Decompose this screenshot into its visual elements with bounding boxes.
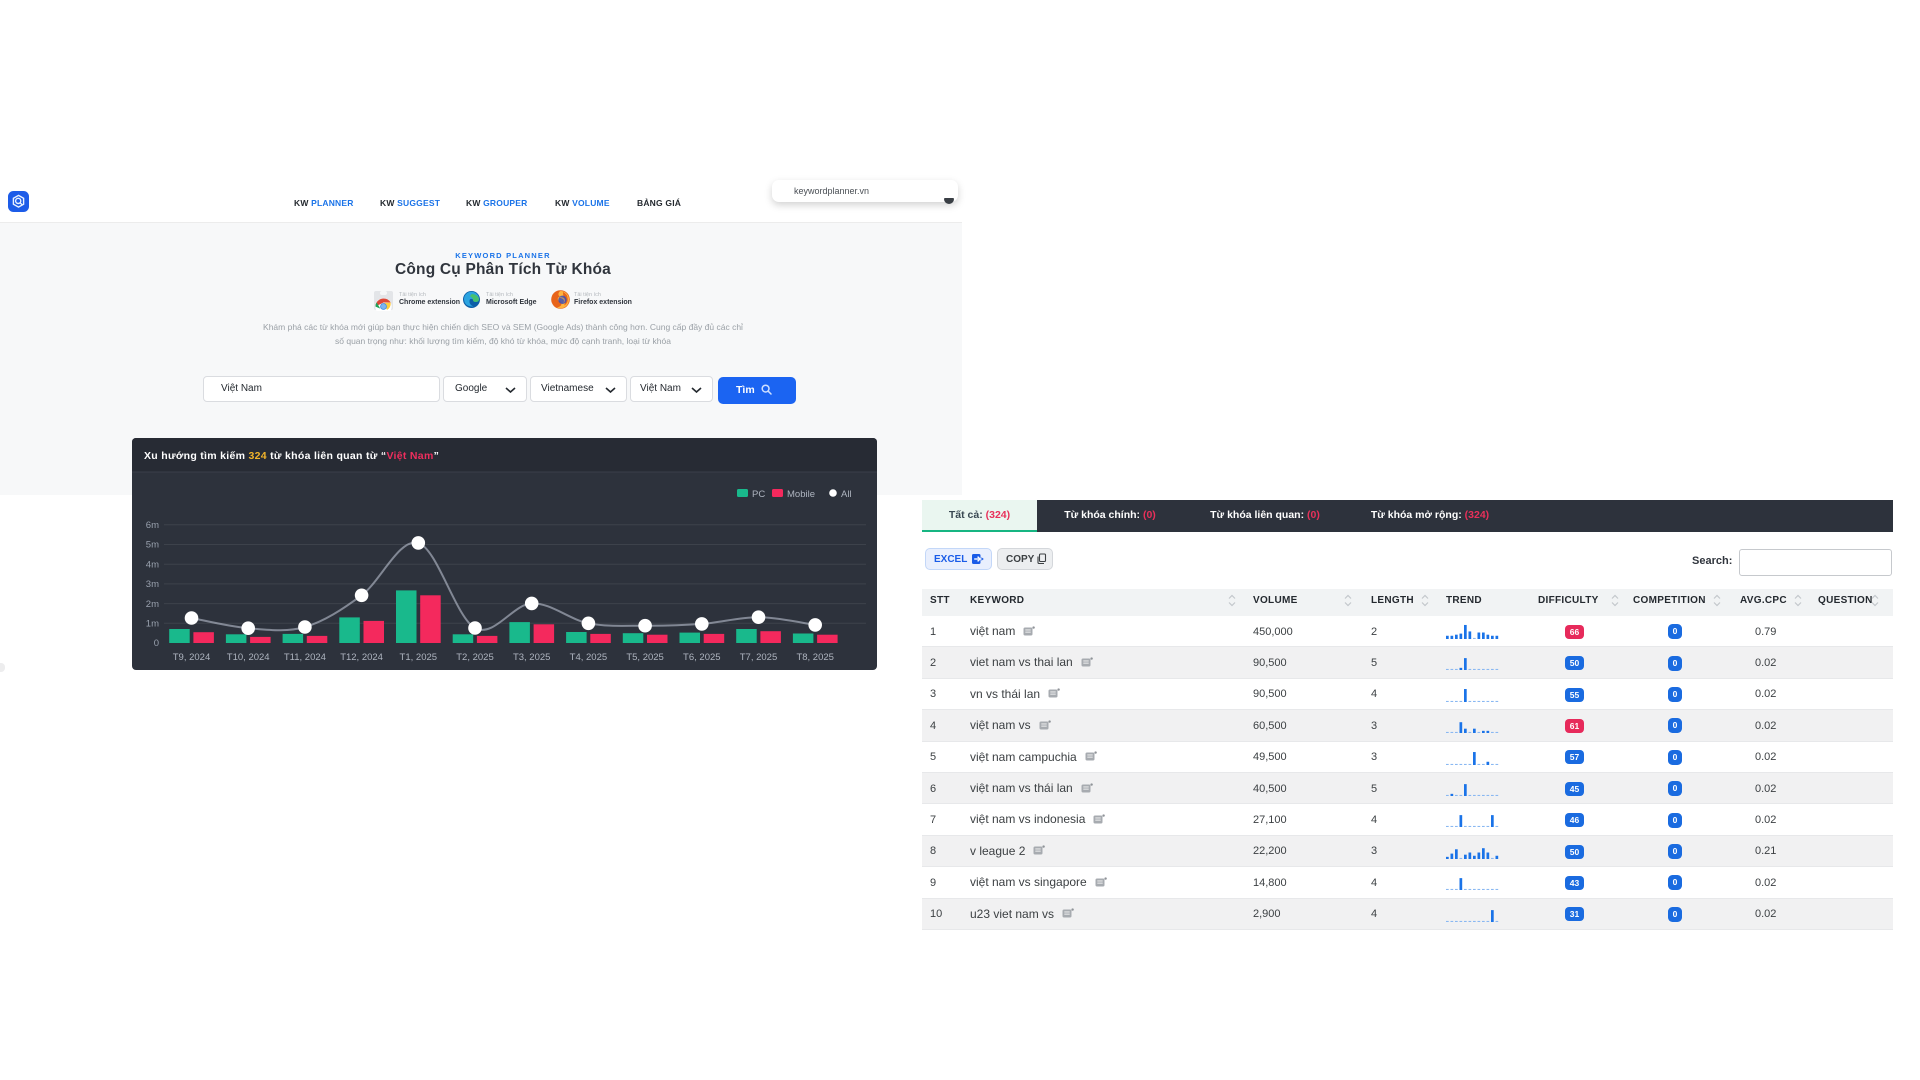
svg-text:T3, 2025: T3, 2025 (513, 652, 551, 663)
svg-text:T8, 2025: T8, 2025 (796, 652, 834, 663)
svg-text:T1, 2025: T1, 2025 (400, 652, 438, 663)
svg-text:T10, 2024: T10, 2024 (227, 652, 270, 663)
svg-text:6m: 6m (146, 520, 159, 531)
svg-text:All: All (841, 489, 852, 500)
svg-text:Mobile: Mobile (787, 489, 815, 500)
svg-text:T12, 2024: T12, 2024 (340, 652, 383, 663)
svg-text:1m: 1m (146, 619, 159, 630)
svg-text:4m: 4m (146, 559, 159, 570)
svg-text:Xu hướng tìm kiếm 324 từ khóa: Xu hướng tìm kiếm 324 từ khóa liên quan … (144, 450, 439, 462)
svg-text:T7, 2025: T7, 2025 (740, 652, 778, 663)
svg-text:3m: 3m (146, 579, 159, 590)
svg-text:2m: 2m (146, 599, 159, 610)
svg-text:PC: PC (752, 489, 765, 500)
svg-text:T5, 2025: T5, 2025 (626, 652, 664, 663)
svg-text:T9, 2024: T9, 2024 (173, 652, 211, 663)
svg-text:T6, 2025: T6, 2025 (683, 652, 721, 663)
svg-text:5m: 5m (146, 540, 159, 551)
svg-text:0: 0 (154, 638, 159, 649)
svg-text:T4, 2025: T4, 2025 (570, 652, 608, 663)
svg-text:T11, 2024: T11, 2024 (284, 652, 326, 663)
svg-text:T2, 2025: T2, 2025 (456, 652, 494, 663)
